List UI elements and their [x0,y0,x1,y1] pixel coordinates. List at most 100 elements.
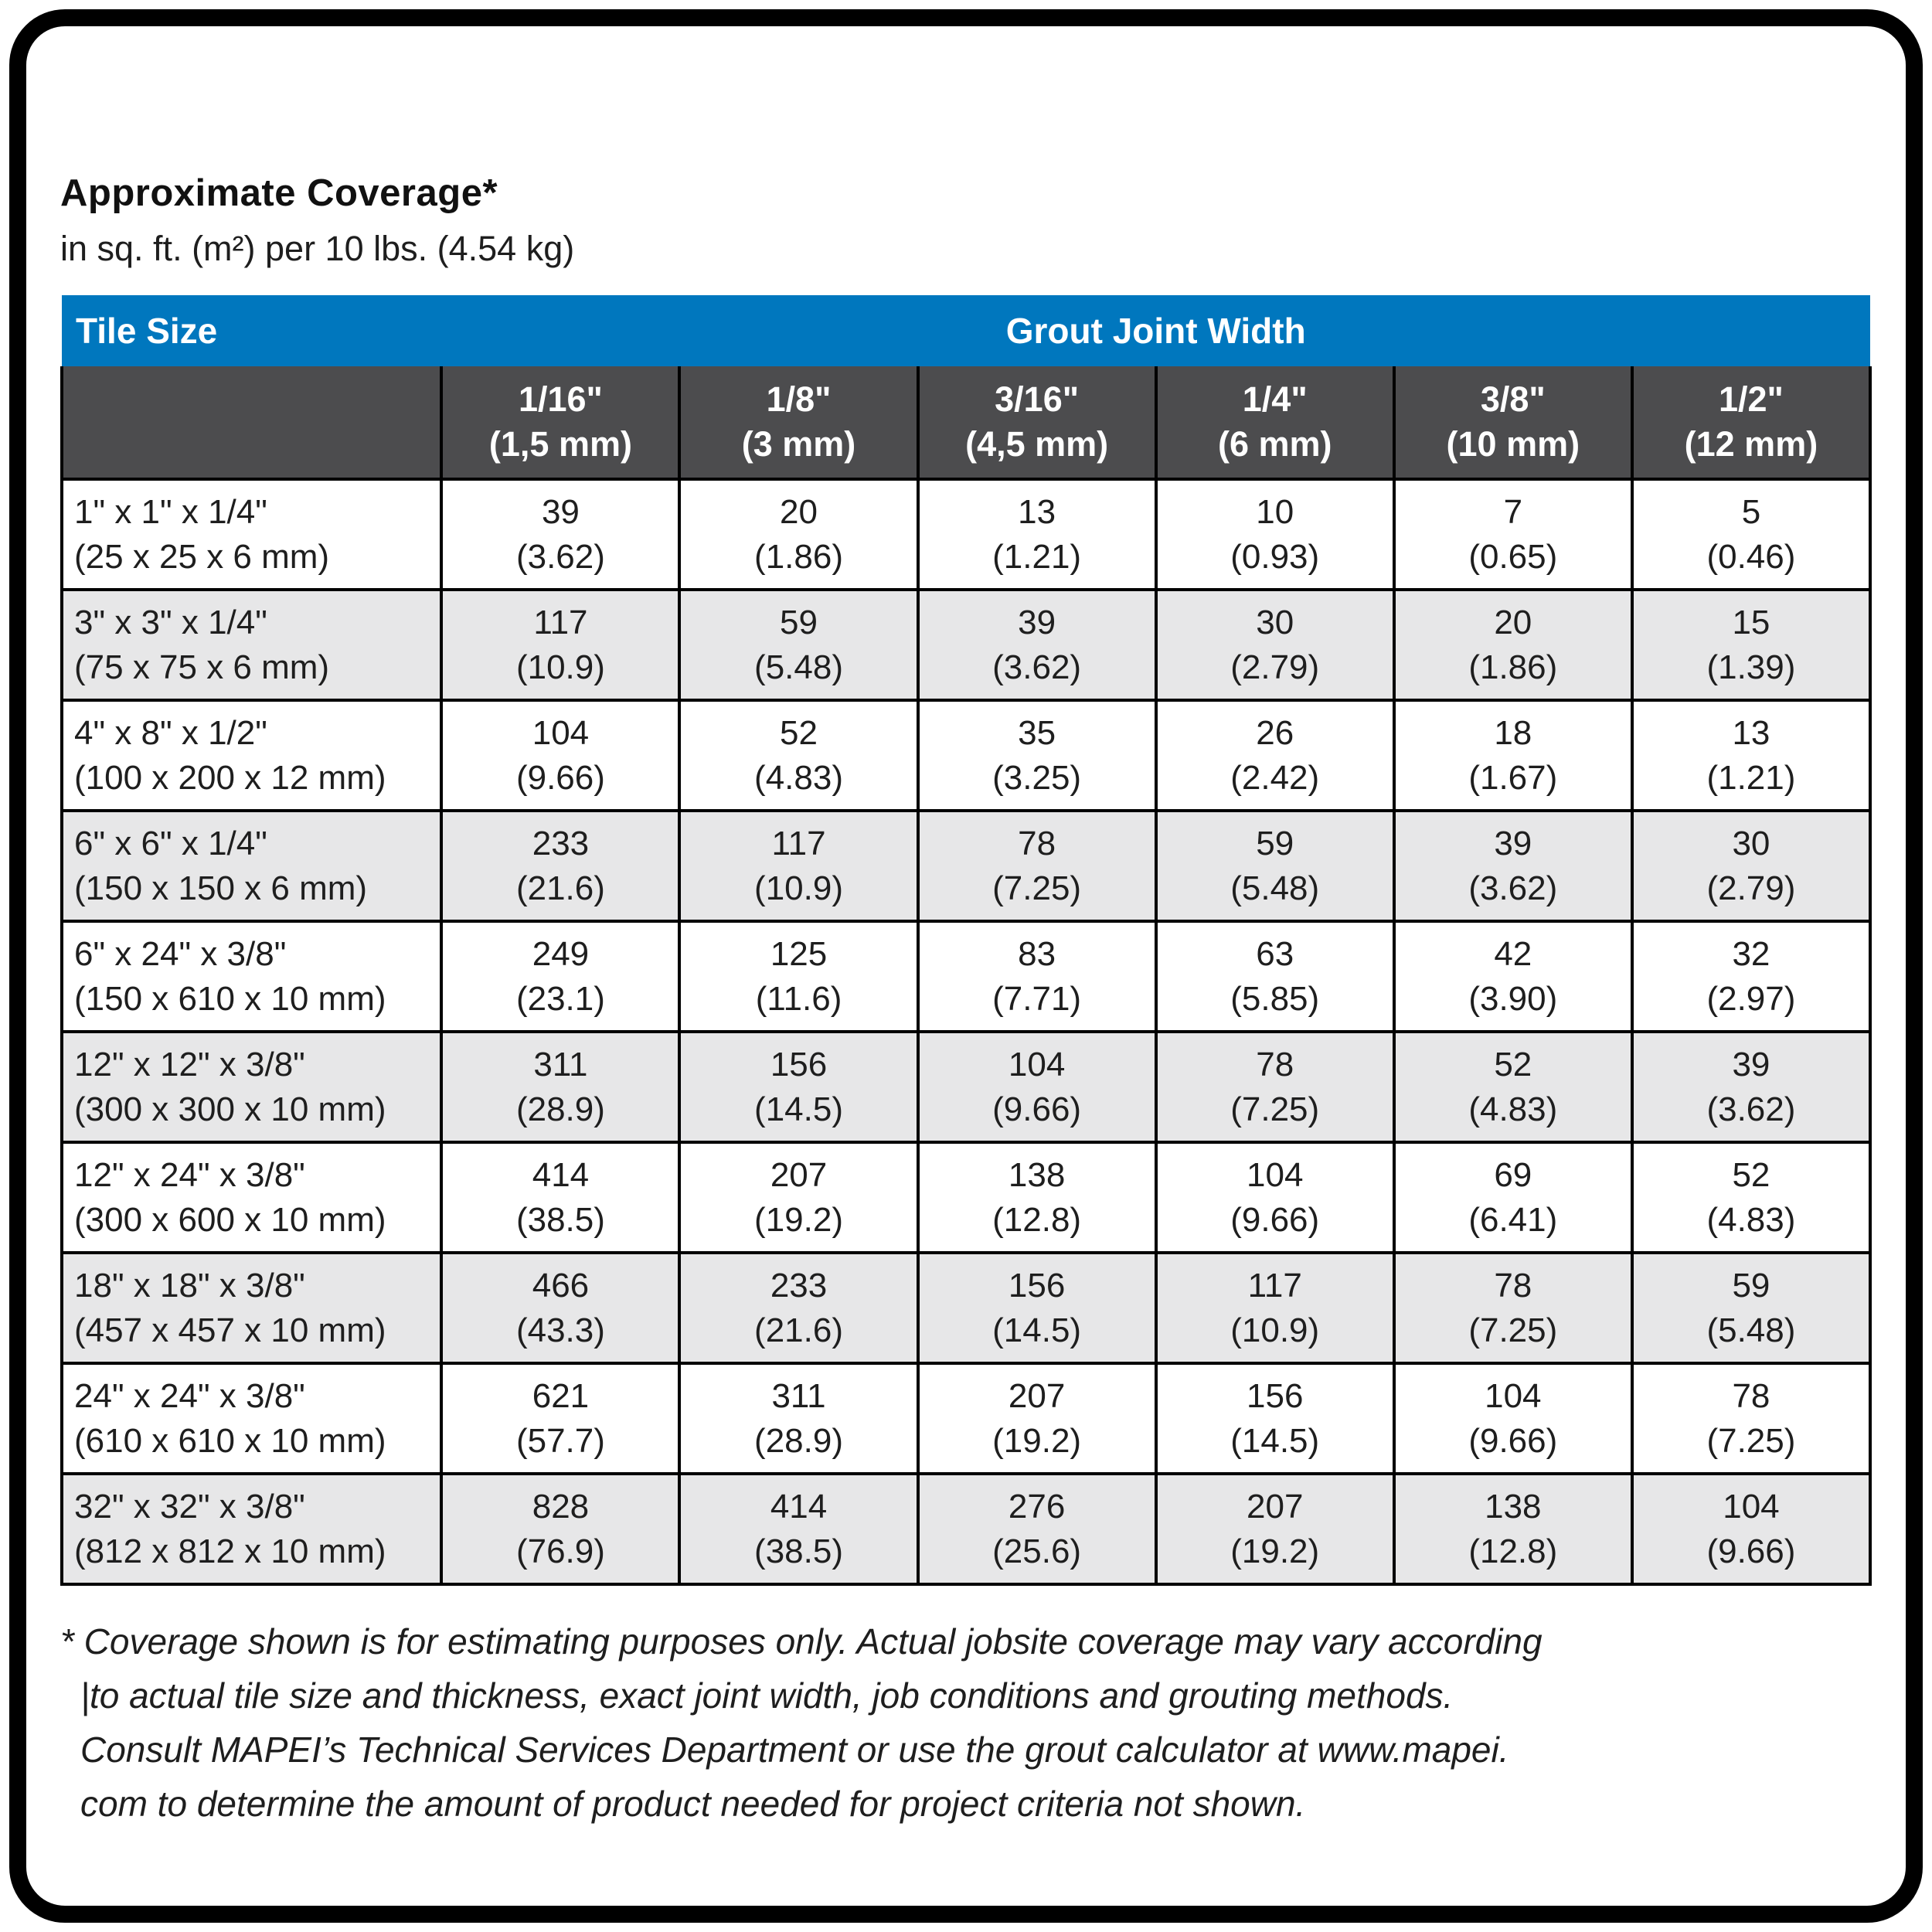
coverage-sqft: 13 [1018,493,1056,532]
coverage-sqft: 311 [771,1377,826,1416]
tile-size-cell: 32" x 32" x 3/8" (812 x 812 x 10 mm) [60,1472,444,1586]
tile-size-imperial: 6" x 24" x 3/8" [74,935,287,974]
coverage-value-cell: 414 (38.5) [678,1472,920,1586]
coverage-value-cell: 104 (9.66) [1392,1362,1634,1475]
coverage-value-cell: 63 (5.85) [1154,920,1396,1033]
coverage-value-cell: 117 (10.9) [440,588,682,702]
coverage-sqft: 59 [780,604,818,642]
coverage-value-cell: 104 (9.66) [1154,1141,1396,1254]
coverage-sqm: (76.9) [515,1532,605,1570]
table-row: 12" x 12" x 3/8" (300 x 300 x 10 mm) 311 (2… [60,1030,1872,1144]
column-header-metric: (10 mm) [1446,424,1580,464]
coverage-value-cell: 125 (11.6) [678,920,920,1033]
table-row: 18" x 18" x 3/8" (457 x 457 x 10 mm) 466 (4… [60,1251,1872,1365]
coverage-sqm: (2.97) [1706,979,1796,1018]
coverage-sqft: 39 [1732,1046,1770,1084]
coverage-sqft: 15 [1732,604,1770,642]
coverage-value-cell: 69 (6.41) [1392,1141,1634,1254]
coverage-sqft: 69 [1494,1156,1532,1195]
coverage-value-cell: 311 (28.9) [678,1362,920,1475]
coverage-sqft: 117 [771,825,826,863]
tile-size-imperial: 32" x 32" x 3/8" [74,1488,305,1526]
tile-size-imperial: 24" x 24" x 3/8" [74,1377,305,1416]
coverage-sqft: 5 [1741,493,1761,532]
coverage-sqft: 207 [1008,1377,1066,1416]
tile-size-metric: (812 x 812 x 10 mm) [74,1532,386,1570]
coverage-value-cell: 15 (1.39) [1630,588,1872,702]
coverage-sqm: (3.62) [1468,869,1558,907]
coverage-sqm: (3.62) [1706,1090,1796,1128]
column-header-size: 3/16" [995,379,1080,419]
coverage-sqft: 78 [1732,1377,1770,1416]
coverage-sqft: 59 [1256,825,1294,863]
tile-size-imperial: 12" x 24" x 3/8" [74,1156,305,1195]
grout-width-column-header: 1/16" (1,5 mm) [440,366,682,481]
coverage-sqm: (28.9) [754,1421,843,1460]
coverage-sqft: 18 [1494,714,1532,753]
coverage-value-cell: 466 (43.3) [440,1251,682,1365]
tile-size-metric: (75 x 75 x 6 mm) [74,648,330,686]
table-row: 4" x 8" x 1/2" (100 x 200 x 12 mm) 104 (9.6… [60,699,1872,812]
tile-size-imperial: 3" x 3" x 1/4" [74,604,267,642]
coverage-value-cell: 52 (4.83) [1630,1141,1872,1254]
coverage-sqm: (12.8) [1468,1532,1558,1570]
coverage-sqft: 78 [1018,825,1056,863]
column-header-metric: (12 mm) [1684,424,1818,464]
group-header-row: Tile Size Grout Joint Width [62,295,1870,366]
coverage-value-cell: 39 (3.62) [440,478,682,591]
coverage-value-cell: 59 (5.48) [1630,1251,1872,1365]
table-row: 12" x 24" x 3/8" (300 x 600 x 10 mm) 414 (3… [60,1141,1872,1254]
tile-size-cell: 6" x 24" x 3/8" (150 x 610 x 10 mm) [60,920,444,1033]
coverage-sqm: (4.83) [754,758,843,797]
coverage-value-cell: 32 (2.97) [1630,920,1872,1033]
tile-size-imperial: 4" x 8" x 1/2" [74,714,267,753]
coverage-table-body: 1" x 1" x 1/4" (25 x 25 x 6 mm) 39 (3.62) 20… [60,478,1872,1586]
coverage-value-cell: 104 (9.66) [440,699,682,812]
coverage-sqm: (1.21) [1706,758,1796,797]
coverage-sqm: (1.39) [1706,648,1796,686]
coverage-sqm: (3.62) [992,648,1082,686]
coverage-value-cell: 59 (5.48) [678,588,920,702]
coverage-value-cell: 78 (7.25) [916,809,1158,923]
coverage-sqft: 35 [1018,714,1056,753]
coverage-value-cell: 18 (1.67) [1392,699,1634,812]
grout-joint-width-header: Grout Joint Width [441,295,1870,366]
coverage-sqm: (23.1) [515,979,605,1018]
coverage-sqft: 52 [780,714,818,753]
coverage-value-cell: 117 (10.9) [678,809,920,923]
coverage-value-cell: 20 (1.86) [678,478,920,591]
footnote-line: * Coverage shown is for estimating purpo… [60,1621,1543,1662]
coverage-sqft: 233 [532,825,590,863]
coverage-sqft: 249 [532,935,590,974]
coverage-sqft: 207 [770,1156,828,1195]
coverage-sqft: 621 [532,1377,590,1416]
coverage-value-cell: 52 (4.83) [678,699,920,812]
table-row: 32" x 32" x 3/8" (812 x 812 x 10 mm) 828 (7… [60,1472,1872,1586]
coverage-sqm: (5.48) [1706,1311,1796,1349]
coverage-sqm: (43.3) [515,1311,605,1349]
column-header-size: 1/4" [1242,379,1308,419]
coverage-sqft: 104 [1008,1046,1066,1084]
coverage-value-cell: 52 (4.83) [1392,1030,1634,1144]
table-row: 24" x 24" x 3/8" (610 x 610 x 10 mm) 621 (5… [60,1362,1872,1475]
coverage-sqm: (14.5) [992,1311,1082,1349]
coverage-sqft: 276 [1008,1488,1066,1526]
column-header-metric: (1,5 mm) [488,424,632,464]
column-header-metric: (4,5 mm) [965,424,1109,464]
coverage-sqm: (7.25) [1468,1311,1558,1349]
coverage-value-cell: 156 (14.5) [1154,1362,1396,1475]
tile-size-metric: (457 x 457 x 10 mm) [74,1311,386,1349]
tile-size-cell: 18" x 18" x 3/8" (457 x 457 x 10 mm) [60,1251,444,1365]
coverage-value-cell: 39 (3.62) [1630,1030,1872,1144]
tile-size-cell: 24" x 24" x 3/8" (610 x 610 x 10 mm) [60,1362,444,1475]
coverage-value-cell: 7 (0.65) [1392,478,1634,591]
coverage-sqm: (10.9) [515,648,605,686]
tile-size-metric: (100 x 200 x 12 mm) [74,758,386,797]
coverage-sqm: (0.65) [1468,537,1558,576]
grout-width-column-header: 1/4" (6 mm) [1154,366,1396,481]
coverage-sqm: (14.5) [1230,1421,1320,1460]
coverage-value-cell: 249 (23.1) [440,920,682,1033]
table-row: 6" x 24" x 3/8" (150 x 610 x 10 mm) 249 (23… [60,920,1872,1033]
tile-size-metric: (150 x 150 x 6 mm) [74,869,368,907]
coverage-value-cell: 311 (28.9) [440,1030,682,1144]
